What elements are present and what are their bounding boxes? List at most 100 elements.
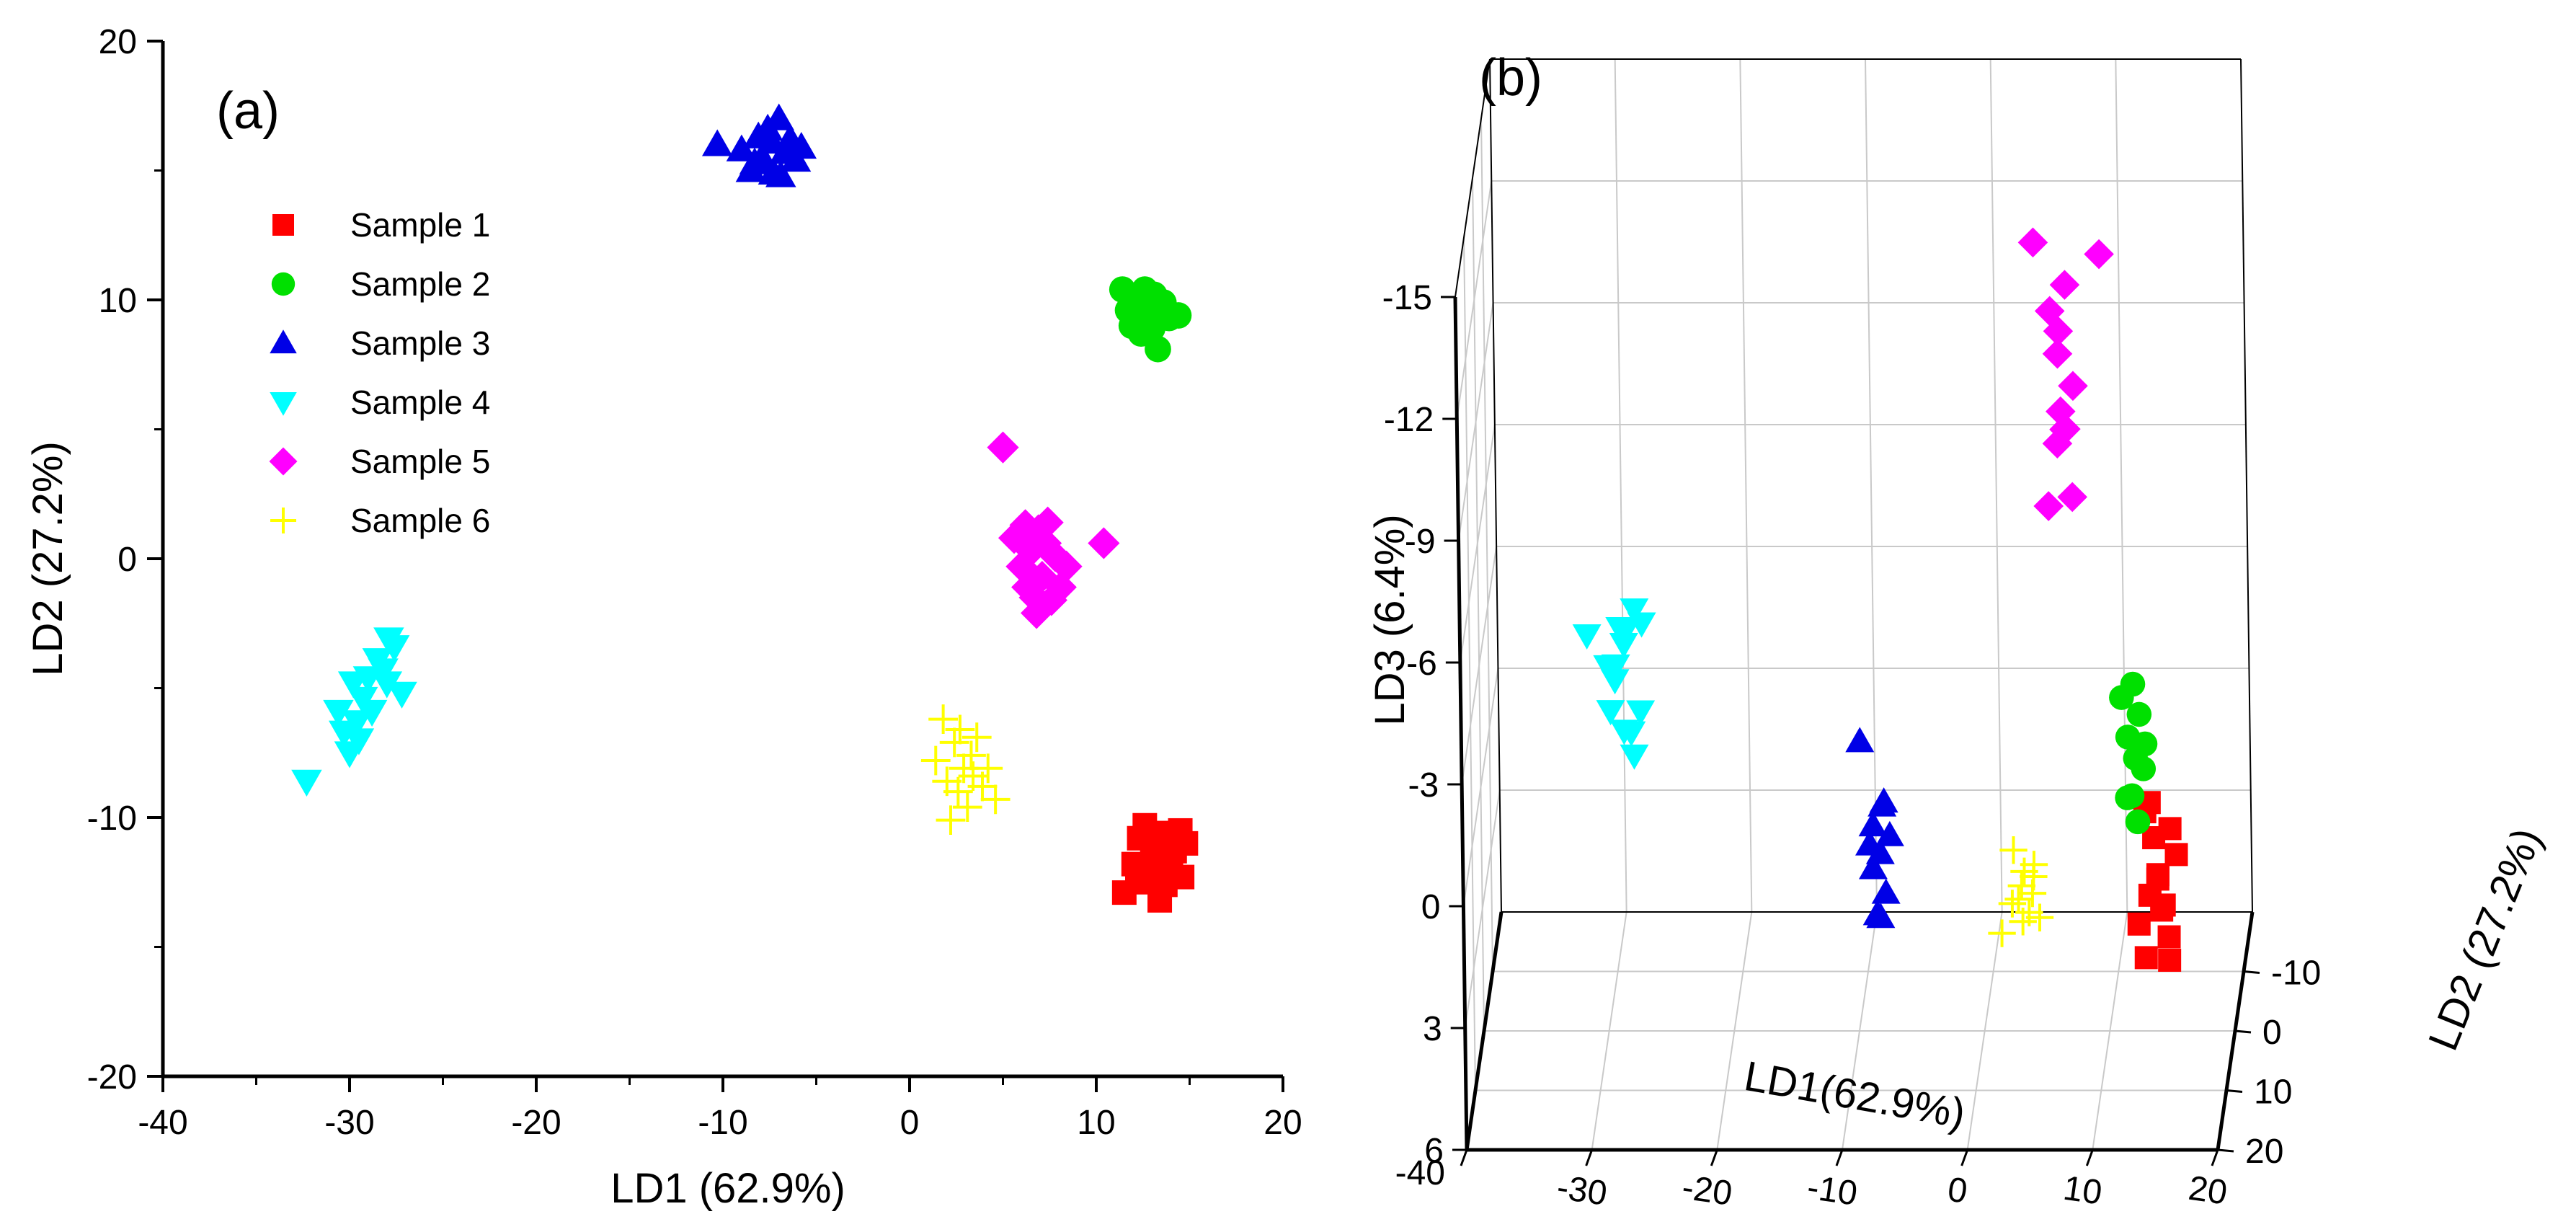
panel-b-point-sample-6 xyxy=(2020,851,2048,879)
panel-b-point-sample-2 xyxy=(2131,756,2157,781)
panel-b-point-sample-3 xyxy=(1869,787,1898,813)
panel-b-point-sample-5 xyxy=(2049,270,2080,300)
panel-b-gridline xyxy=(1480,118,1493,972)
panel-a-point-sample-4 xyxy=(356,699,388,727)
legend-label-sample-5: Sample 5 xyxy=(350,443,490,480)
panel-b-z-axis-line xyxy=(1453,296,1469,1151)
panel-a-legend: Sample 1 Sample 2 Sample 3 Sample 4 Sample 5… xyxy=(269,206,490,539)
panel-b-gridline xyxy=(1459,424,1496,663)
panel-b-point-sample-3 xyxy=(1866,903,1896,929)
panel-b-gridline xyxy=(1739,58,1753,913)
panel-b-point-sample-2 xyxy=(2125,809,2151,835)
panel-b-z-tick-label: -9 xyxy=(1405,523,1436,561)
panel-b-point-sample-5 xyxy=(2057,482,2088,513)
panel-b-x-tick xyxy=(2085,1149,2094,1166)
panel-a-series-sample-6 xyxy=(920,704,1011,835)
panel-b-series-sample-5 xyxy=(2017,227,2114,521)
panel-b-y-tick xyxy=(2217,1148,2234,1153)
legend-marker-sample-4 xyxy=(270,391,297,416)
panel-a-point-sample-4 xyxy=(386,681,417,709)
panel-b-point-sample-1 xyxy=(2158,817,2182,841)
panel-b-point-sample-2 xyxy=(2132,731,2158,757)
panel-a-y-tick-label: -20 xyxy=(87,1058,137,1097)
panel-b-y-tick-label: 0 xyxy=(2262,1014,2282,1052)
panel-a-point-sample-6 xyxy=(945,714,975,745)
legend-marker-sample-3 xyxy=(270,329,297,354)
panel-a-y-tick-label: 20 xyxy=(99,23,137,61)
panel-b-point-sample-4 xyxy=(1605,617,1635,643)
panel-a-point-sample-6 xyxy=(958,761,988,791)
panel-b-z-tick-label: 0 xyxy=(1421,888,1441,926)
panel-a-point-sample-2 xyxy=(1165,302,1192,329)
panel-a-point-sample-3 xyxy=(756,126,787,154)
panel-b-gridline xyxy=(1462,668,1499,907)
panel-b-point-sample-1 xyxy=(2157,925,2181,949)
panel-b-point-sample-6 xyxy=(1998,890,2027,918)
panel-b-point-sample-6 xyxy=(1999,836,2028,864)
panel-b-x-tick xyxy=(2211,1149,2219,1166)
panel-b-point-sample-5 xyxy=(2017,227,2048,258)
panel-b-x-tick-label: -10 xyxy=(1805,1169,1860,1213)
panel-b-point-sample-2 xyxy=(2120,671,2146,697)
panel-b-gridline xyxy=(1472,177,1485,1032)
panel-a-point-sample-4 xyxy=(323,699,354,727)
panel-a-series-sample-1 xyxy=(1111,812,1199,913)
panel-b-y-tick xyxy=(2226,1089,2243,1093)
panel-a-point-sample-2 xyxy=(1118,312,1145,340)
legend-label-sample-6: Sample 6 xyxy=(350,502,490,539)
panel-a-x-tick-label: 10 xyxy=(1077,1104,1115,1142)
panel-a-point-sample-6 xyxy=(956,740,986,771)
panel-b-point-sample-4 xyxy=(1620,598,1649,624)
panel-a-x-axis-title: LD1 (62.9%) xyxy=(610,1165,845,1212)
panel-a-point-sample-1 xyxy=(1152,872,1178,898)
panel-a-data-points xyxy=(291,103,1199,913)
panel-a-point-sample-1 xyxy=(1145,820,1171,846)
panel-a-point-sample-3 xyxy=(701,129,733,156)
panel-b-z-tick-label: 3 xyxy=(1423,1010,1442,1048)
panel-b-point-sample-1 xyxy=(2164,843,2188,867)
panel-b-point-sample-5 xyxy=(2084,239,2114,270)
panel-b-series-sample-2 xyxy=(2109,671,2158,835)
panel-b-z-tick-label: -15 xyxy=(1382,279,1432,317)
legend-marker-sample-6 xyxy=(270,508,296,533)
panel-a-point-sample-4 xyxy=(378,635,410,663)
panel-b-point-sample-2 xyxy=(2115,785,2140,810)
panel-b-y-tick-label: 20 xyxy=(2245,1133,2283,1171)
panel-a-series-sample-3 xyxy=(701,103,817,187)
panel-b-point-sample-5 xyxy=(2034,296,2065,327)
panel-b-x-tick xyxy=(1835,1149,1844,1166)
panel-a-point-sample-5 xyxy=(987,431,1019,464)
panel-a-point-sample-4 xyxy=(343,728,375,756)
panel-b-point-sample-1 xyxy=(2158,948,2182,972)
panel-a-2d-scatter: -40 -30 -20 -10 0 10 20 -20 -10 0 10 20 (a) LD1 (62… xyxy=(25,23,1302,1212)
panel-b-z-tick-label: -3 xyxy=(1408,766,1439,805)
panel-b-point-sample-1 xyxy=(2150,898,2174,922)
panel-b-depth-edge xyxy=(1465,911,1504,1151)
panel-a-ticks: -40 -30 -20 -10 0 10 20 -20 -10 0 10 20 xyxy=(87,23,1302,1142)
panel-b-point-sample-1 xyxy=(2127,912,2151,936)
panel-b-z-tick-label: -6 xyxy=(1406,644,1437,683)
panel-b-label: (b) xyxy=(1479,49,1542,107)
panel-a-point-sample-6 xyxy=(961,722,992,753)
panel-b-point-sample-5 xyxy=(2033,491,2064,521)
panel-b-y-tick xyxy=(2243,970,2260,974)
panel-a-point-sample-6 xyxy=(973,753,1003,784)
panel-a-point-sample-5 xyxy=(1050,550,1083,583)
panel-a-point-sample-4 xyxy=(371,671,403,699)
panel-b-y-tick-label: -10 xyxy=(2271,954,2321,993)
panel-a-y-tick-label: 10 xyxy=(99,282,137,320)
panel-b-point-sample-5 xyxy=(2049,414,2079,445)
panel-b-box-edge xyxy=(1454,58,1491,298)
panel-a-label: (a) xyxy=(216,82,280,140)
panel-a-point-sample-6 xyxy=(928,704,959,734)
panel-b-x-tick-label: -40 xyxy=(1395,1154,1445,1192)
panel-a-point-sample-6 xyxy=(980,784,1011,815)
panel-a-point-sample-3 xyxy=(763,103,794,130)
panel-b-x-tick-label: 20 xyxy=(2186,1169,2229,1213)
panel-a-point-sample-6 xyxy=(939,727,969,758)
panel-a-point-sample-5 xyxy=(1018,581,1051,614)
panel-b-point-sample-4 xyxy=(1627,612,1656,638)
panel-b-gridline xyxy=(1989,58,2003,913)
panel-b-x-tick xyxy=(1460,1149,1468,1166)
panel-b-x-tick-label: -30 xyxy=(1555,1169,1609,1213)
